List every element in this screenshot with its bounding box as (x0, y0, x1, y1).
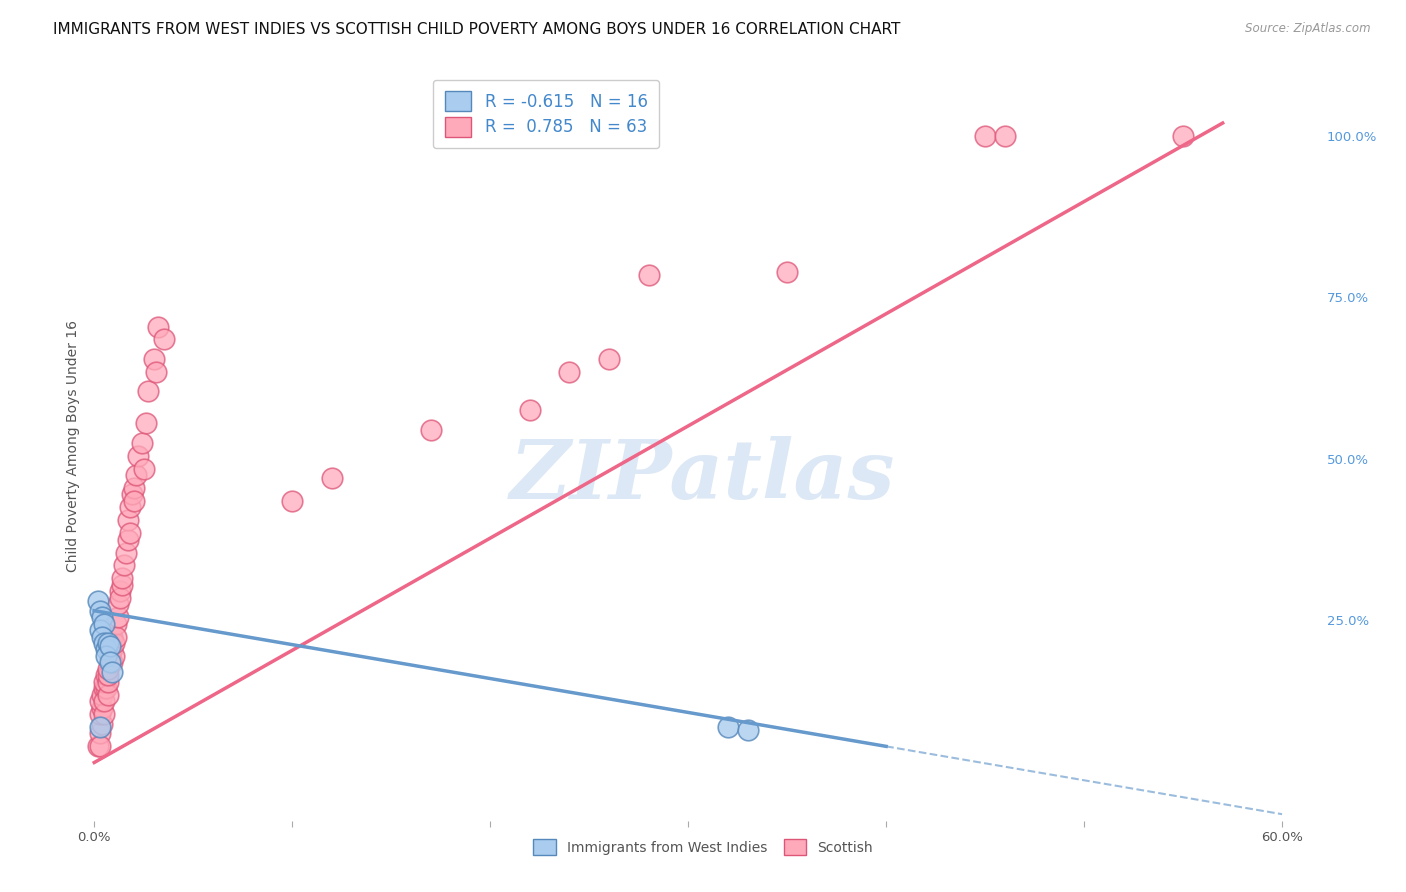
Point (111, 571, 134, 585)
Point (127, 449, 149, 463)
Point (97, 662, 120, 676)
Text: IMMIGRANTS FROM WEST INDIES VS SCOTTISH CHILD POVERTY AMONG BOYS UNDER 16 CORREL: IMMIGRANTS FROM WEST INDIES VS SCOTTISH … (53, 22, 901, 37)
Point (717, 720, 740, 734)
Point (87, 594, 110, 608)
Point (115, 545, 138, 559)
Point (122, 481, 145, 495)
Point (281, 494, 304, 508)
Y-axis label: Child Poverty Among Boys Under 16: Child Poverty Among Boys Under 16 (66, 320, 80, 572)
Point (93, 681, 115, 696)
Point (107, 597, 129, 611)
Point (103, 636, 125, 650)
Point (89, 623, 111, 637)
Point (974, 128, 997, 143)
Point (91, 688, 114, 702)
Point (89, 720, 111, 734)
Point (135, 417, 157, 431)
Point (89, 726, 111, 740)
Point (136, 384, 159, 398)
Point (994, 128, 1017, 143)
Point (89, 739, 111, 754)
Point (93, 707, 115, 722)
Point (112, 558, 135, 573)
Point (97, 688, 120, 702)
Point (94, 681, 117, 696)
Point (776, 264, 799, 278)
Point (108, 584, 131, 599)
Point (93, 674, 115, 689)
Point (91, 716, 114, 731)
Point (146, 319, 169, 334)
Point (117, 513, 139, 527)
Point (103, 648, 125, 663)
Point (558, 365, 581, 379)
Point (121, 487, 143, 501)
Point (98, 636, 121, 650)
Point (132, 461, 155, 475)
Point (152, 333, 174, 347)
Point (94, 668, 117, 682)
Legend: Immigrants from West Indies, Scottish: Immigrants from West Indies, Scottish (526, 832, 880, 863)
Point (125, 468, 148, 483)
Point (97, 636, 120, 650)
Point (91, 630, 114, 644)
Point (101, 665, 124, 679)
Point (637, 268, 659, 282)
Point (117, 533, 139, 547)
Point (91, 610, 114, 624)
Point (142, 351, 165, 366)
Point (98, 639, 121, 653)
Point (108, 591, 131, 605)
Point (118, 500, 141, 515)
Point (1171, 128, 1194, 143)
Point (419, 423, 441, 437)
Point (98, 648, 121, 663)
Point (93, 636, 115, 650)
Point (97, 668, 120, 682)
Point (111, 578, 134, 592)
Point (97, 674, 120, 689)
Point (94, 648, 117, 663)
Point (101, 642, 124, 657)
Point (145, 365, 167, 379)
Point (105, 630, 128, 644)
Point (89, 604, 111, 618)
Point (89, 694, 111, 708)
Point (107, 610, 129, 624)
Text: ZIPatlas: ZIPatlas (510, 436, 896, 516)
Point (87, 739, 110, 754)
Point (93, 694, 115, 708)
Point (98, 656, 121, 670)
Point (101, 656, 124, 670)
Point (89, 707, 111, 722)
Point (737, 723, 759, 738)
Point (94, 642, 117, 657)
Point (101, 630, 124, 644)
Point (105, 616, 128, 631)
Point (131, 435, 153, 450)
Point (519, 403, 541, 417)
Point (122, 494, 145, 508)
Point (321, 471, 343, 485)
Point (118, 526, 141, 541)
Point (93, 616, 115, 631)
Point (598, 351, 620, 366)
Text: Source: ZipAtlas.com: Source: ZipAtlas.com (1246, 22, 1371, 36)
Point (91, 700, 114, 714)
